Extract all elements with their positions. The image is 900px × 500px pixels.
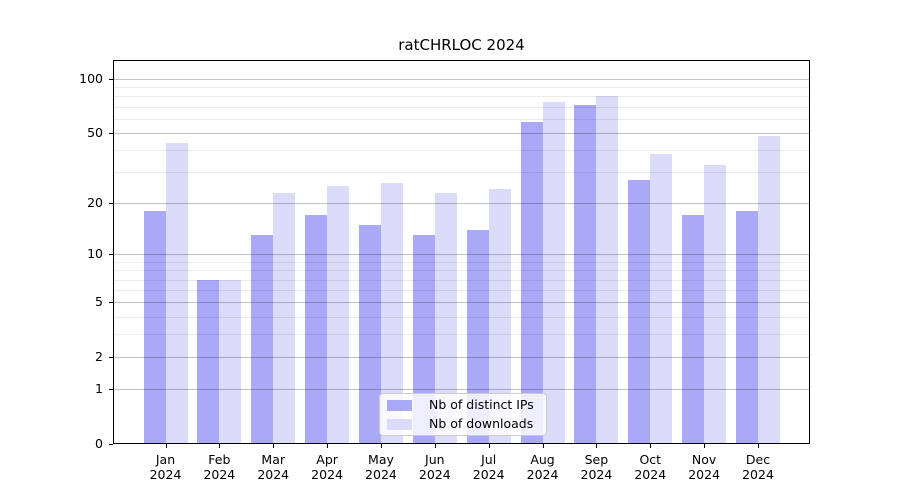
y-tick-mark bbox=[109, 357, 113, 359]
minor-gridline bbox=[113, 87, 810, 89]
x-tick-mark bbox=[596, 444, 598, 448]
legend-label-distinct-ips: Nb of distinct IPs bbox=[429, 397, 534, 412]
bar-downloads-jul bbox=[488, 189, 511, 444]
y-tick-mark bbox=[109, 254, 113, 256]
bar-ips-feb bbox=[197, 279, 220, 444]
x-tick-label: Mar 2024 bbox=[257, 452, 290, 482]
x-tick-label: Jun 2024 bbox=[418, 452, 451, 482]
bar-downloads-dec bbox=[758, 136, 780, 444]
bar-ips-dec bbox=[736, 211, 758, 444]
bar-downloads-oct bbox=[650, 154, 673, 444]
x-tick-mark bbox=[380, 444, 382, 448]
bar-ips-apr bbox=[305, 215, 328, 444]
bar-ips-aug bbox=[520, 121, 543, 444]
bar-downloads-sep bbox=[596, 96, 619, 444]
x-tick-label: Jul 2024 bbox=[472, 452, 505, 482]
plot-area: Nb of distinct IPs Nb of downloads bbox=[113, 60, 810, 444]
legend-swatch-downloads bbox=[387, 418, 412, 430]
legend: Nb of distinct IPs Nb of downloads bbox=[379, 393, 547, 436]
bar-downloads-jan bbox=[165, 142, 188, 444]
major-gridline bbox=[113, 133, 810, 135]
bar-downloads-nov bbox=[704, 165, 727, 444]
minor-gridline bbox=[113, 106, 810, 108]
bar-downloads-mar bbox=[273, 192, 296, 444]
legend-entry-downloads: Nb of downloads bbox=[387, 416, 539, 432]
bar-downloads-may bbox=[380, 183, 403, 444]
bar-downloads-apr bbox=[327, 186, 350, 444]
legend-swatch-distinct-ips bbox=[387, 399, 412, 411]
y-tick-label: 2 bbox=[95, 349, 103, 365]
y-tick-mark bbox=[109, 444, 113, 445]
bar-downloads-jun bbox=[434, 192, 457, 444]
legend-label-downloads: Nb of downloads bbox=[429, 416, 534, 431]
legend-entry-distinct-ips: Nb of distinct IPs bbox=[387, 397, 539, 413]
y-tick-mark bbox=[109, 389, 113, 391]
x-tick-mark bbox=[327, 444, 329, 448]
bar-ips-nov bbox=[682, 215, 705, 444]
x-tick-mark bbox=[273, 444, 275, 448]
bar-ips-mar bbox=[251, 235, 274, 444]
y-tick-label: 10 bbox=[87, 246, 103, 262]
x-tick-mark bbox=[219, 444, 221, 448]
x-tick-label: Jan 2024 bbox=[149, 452, 182, 482]
x-tick-mark bbox=[434, 444, 436, 448]
minor-gridline bbox=[113, 150, 810, 152]
y-tick-mark bbox=[109, 133, 113, 135]
y-tick-mark bbox=[109, 203, 113, 205]
y-tick-label: 100 bbox=[79, 71, 103, 86]
bar-ips-oct bbox=[628, 180, 651, 444]
x-tick-mark bbox=[488, 444, 490, 448]
bar-ips-jan bbox=[143, 211, 166, 444]
y-tick-label: 50 bbox=[87, 125, 103, 141]
bar-downloads-aug bbox=[542, 101, 565, 444]
x-tick-mark bbox=[758, 444, 759, 448]
x-tick-mark bbox=[650, 444, 652, 448]
x-tick-mark bbox=[165, 444, 167, 448]
x-tick-label: Apr 2024 bbox=[311, 452, 343, 482]
y-tick-mark bbox=[109, 302, 113, 304]
chart-title: ratCHRLOC 2024 bbox=[398, 36, 525, 54]
x-tick-label: Aug 2024 bbox=[526, 452, 559, 482]
x-tick-label: May 2024 bbox=[365, 452, 397, 482]
minor-gridline bbox=[113, 118, 810, 120]
major-gridline bbox=[113, 79, 810, 80]
bar-ips-jun bbox=[412, 235, 435, 444]
y-tick-label: 0 bbox=[95, 436, 103, 451]
bar-ips-sep bbox=[574, 104, 597, 444]
bar-ips-may bbox=[358, 224, 381, 444]
x-tick-label: Dec 2024 bbox=[742, 452, 774, 482]
bar-downloads-feb bbox=[219, 279, 242, 444]
y-tick-label: 20 bbox=[87, 195, 103, 211]
y-tick-label: 1 bbox=[95, 381, 103, 397]
y-tick-label: 5 bbox=[95, 294, 103, 310]
x-tick-label: Nov 2024 bbox=[688, 452, 721, 482]
x-tick-label: Oct 2024 bbox=[634, 452, 667, 482]
x-tick-mark bbox=[704, 444, 706, 448]
minor-gridline bbox=[113, 96, 810, 98]
x-tick-label: Feb 2024 bbox=[203, 452, 236, 482]
y-tick-mark bbox=[109, 79, 113, 80]
x-tick-mark bbox=[542, 444, 544, 448]
x-tick-label: Sep 2024 bbox=[580, 452, 613, 482]
bar-ips-jul bbox=[466, 229, 489, 444]
